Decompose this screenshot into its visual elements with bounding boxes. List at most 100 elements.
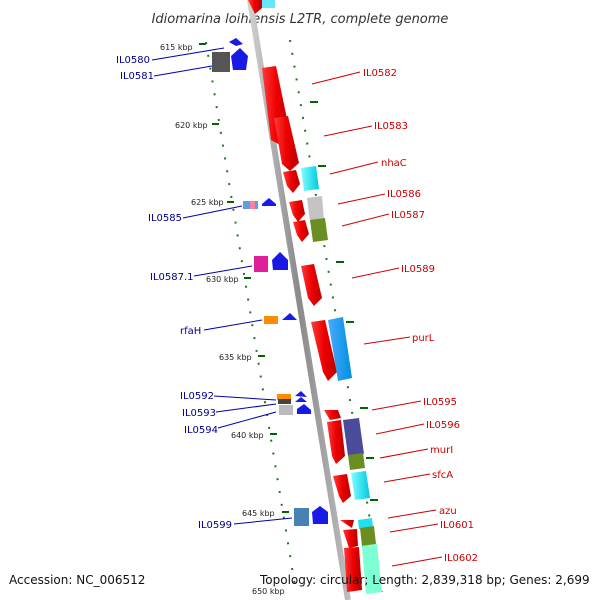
label-IL0596[interactable]: IL0596 <box>426 420 460 431</box>
connector-line <box>375 423 425 435</box>
gene-murI-sfcA[interactable] <box>333 474 351 503</box>
block-nhaC-cyan[interactable] <box>301 166 319 191</box>
left-labels: IL0580 IL0581 IL0585 IL0587.1 rfaH IL059… <box>116 55 232 531</box>
genome-summary-text: Topology: circular; Length: 2,839,318 bp… <box>260 573 590 587</box>
accession-text: Accession: NC_006512 <box>9 573 146 587</box>
gene-IL0594-block[interactable] <box>279 405 293 415</box>
right-track-blocks <box>262 0 382 594</box>
block-IL0586-grey[interactable] <box>307 196 324 222</box>
block-IL0601-olive[interactable] <box>360 526 376 546</box>
label-IL0602[interactable]: IL0602 <box>444 553 478 564</box>
label-purL[interactable]: purL <box>412 333 435 344</box>
gene-rfaH-arrow[interactable] <box>282 313 297 320</box>
block-sfcA-cyan[interactable] <box>351 471 370 500</box>
connector-line <box>213 395 277 401</box>
block-azu-cyan[interactable] <box>358 518 373 529</box>
connector-line <box>341 213 390 227</box>
label-IL0586[interactable]: IL0586 <box>387 189 421 200</box>
gene-IL0595[interactable] <box>324 410 341 420</box>
connector-line <box>383 473 431 483</box>
gene-IL0587.1-arrow[interactable] <box>272 252 288 270</box>
connector-line <box>363 336 411 345</box>
block-IL0602-mint[interactable] <box>362 544 382 594</box>
gene-IL0589[interactable] <box>301 264 322 306</box>
block-IL0587-olive[interactable] <box>310 218 328 242</box>
tick-marks <box>199 43 378 513</box>
tick-label-620: 620 kbp <box>175 121 208 130</box>
gene-IL0594-arrow[interactable] <box>297 404 311 414</box>
tick-label-615: 615 kbp <box>160 43 193 52</box>
connector-line <box>217 411 277 429</box>
connector-line <box>387 509 437 519</box>
gene-IL0601[interactable] <box>343 529 358 548</box>
label-IL0580[interactable]: IL0580 <box>116 55 150 66</box>
tick-label-640: 640 kbp <box>231 431 264 440</box>
label-IL0587.1[interactable]: IL0587.1 <box>150 272 194 283</box>
label-IL0587[interactable]: IL0587 <box>391 210 425 221</box>
gene-IL0586[interactable] <box>289 200 305 222</box>
left-guide-track <box>205 41 297 593</box>
label-IL0601[interactable]: IL0601 <box>440 520 474 531</box>
gene-IL0587[interactable] <box>293 220 309 242</box>
connector-line <box>391 556 443 567</box>
label-rfaH[interactable]: rfaH <box>180 326 201 337</box>
gene-IL0599-arrow[interactable] <box>312 506 328 524</box>
gene-IL0602[interactable] <box>344 547 362 592</box>
gene-IL0592-arrow[interactable] <box>295 391 307 397</box>
gene-IL0581-arrow[interactable] <box>231 48 248 70</box>
gene-rfaH-block[interactable] <box>264 316 278 324</box>
gene-IL0596[interactable] <box>327 420 345 464</box>
tick-label-625: 625 kbp <box>191 198 224 207</box>
connector-line <box>379 448 429 459</box>
tick-label-650: 650 kbp <box>252 587 285 596</box>
block-purL-blue[interactable] <box>328 317 352 381</box>
gene-nhaC[interactable] <box>283 170 300 193</box>
map-title: Idiomarina loihiensis L2TR, complete gen… <box>152 12 449 27</box>
connector-line <box>233 517 293 525</box>
gene-azu[interactable] <box>340 520 354 528</box>
connector-line <box>151 47 225 61</box>
gene-IL0585-arrow[interactable] <box>262 198 276 206</box>
label-IL0594[interactable]: IL0594 <box>184 425 218 436</box>
gene-IL0593-block[interactable] <box>278 399 291 404</box>
tick-label-635: 635 kbp <box>219 353 252 362</box>
label-IL0583[interactable]: IL0583 <box>374 121 408 132</box>
block-murI-olive[interactable] <box>348 453 365 470</box>
tick-label-645: 645 kbp <box>242 509 275 518</box>
label-IL0581[interactable]: IL0581 <box>120 71 154 82</box>
label-IL0582[interactable]: IL0582 <box>363 68 397 79</box>
label-sfcA[interactable]: sfcA <box>432 470 453 481</box>
gene-IL0585-pink[interactable] <box>250 201 255 209</box>
connector-line <box>329 161 379 175</box>
left-connectors <box>151 47 293 525</box>
gene-IL0587.1-block[interactable] <box>254 256 268 272</box>
gene-IL0580-block[interactable] <box>212 52 230 72</box>
tick-label-630: 630 kbp <box>206 275 239 284</box>
label-murI[interactable]: murI <box>430 445 453 456</box>
label-IL0593[interactable]: IL0593 <box>182 408 216 419</box>
gene-IL0593-arrow[interactable] <box>295 397 307 402</box>
label-nhaC[interactable]: nhaC <box>381 158 407 169</box>
gene-IL0580-arrow[interactable] <box>229 38 243 46</box>
gene-top[interactable] <box>248 0 262 14</box>
right-labels: IL0582 IL0583 nhaC IL0586 IL0587 IL0589 … <box>363 68 478 564</box>
block-IL0596-slate[interactable] <box>343 418 364 456</box>
label-IL0595[interactable]: IL0595 <box>423 397 457 408</box>
forward-genes <box>248 0 362 592</box>
label-IL0585[interactable]: IL0585 <box>148 213 182 224</box>
gene-IL0599-block[interactable] <box>294 508 309 526</box>
connector-line <box>215 403 277 413</box>
label-IL0599[interactable]: IL0599 <box>198 520 232 531</box>
connector-line <box>203 319 263 331</box>
gene-IL0583[interactable] <box>274 116 299 171</box>
block-top-cyan[interactable] <box>262 0 275 8</box>
gene-purL[interactable] <box>311 320 337 381</box>
label-IL0592[interactable]: IL0592 <box>180 391 214 402</box>
connector-line <box>311 71 361 85</box>
label-azu[interactable]: azu <box>439 506 457 517</box>
label-IL0589[interactable]: IL0589 <box>401 264 435 275</box>
gene-IL0592-block[interactable] <box>277 394 291 400</box>
connector-line <box>323 125 373 137</box>
connector-line <box>182 205 243 219</box>
